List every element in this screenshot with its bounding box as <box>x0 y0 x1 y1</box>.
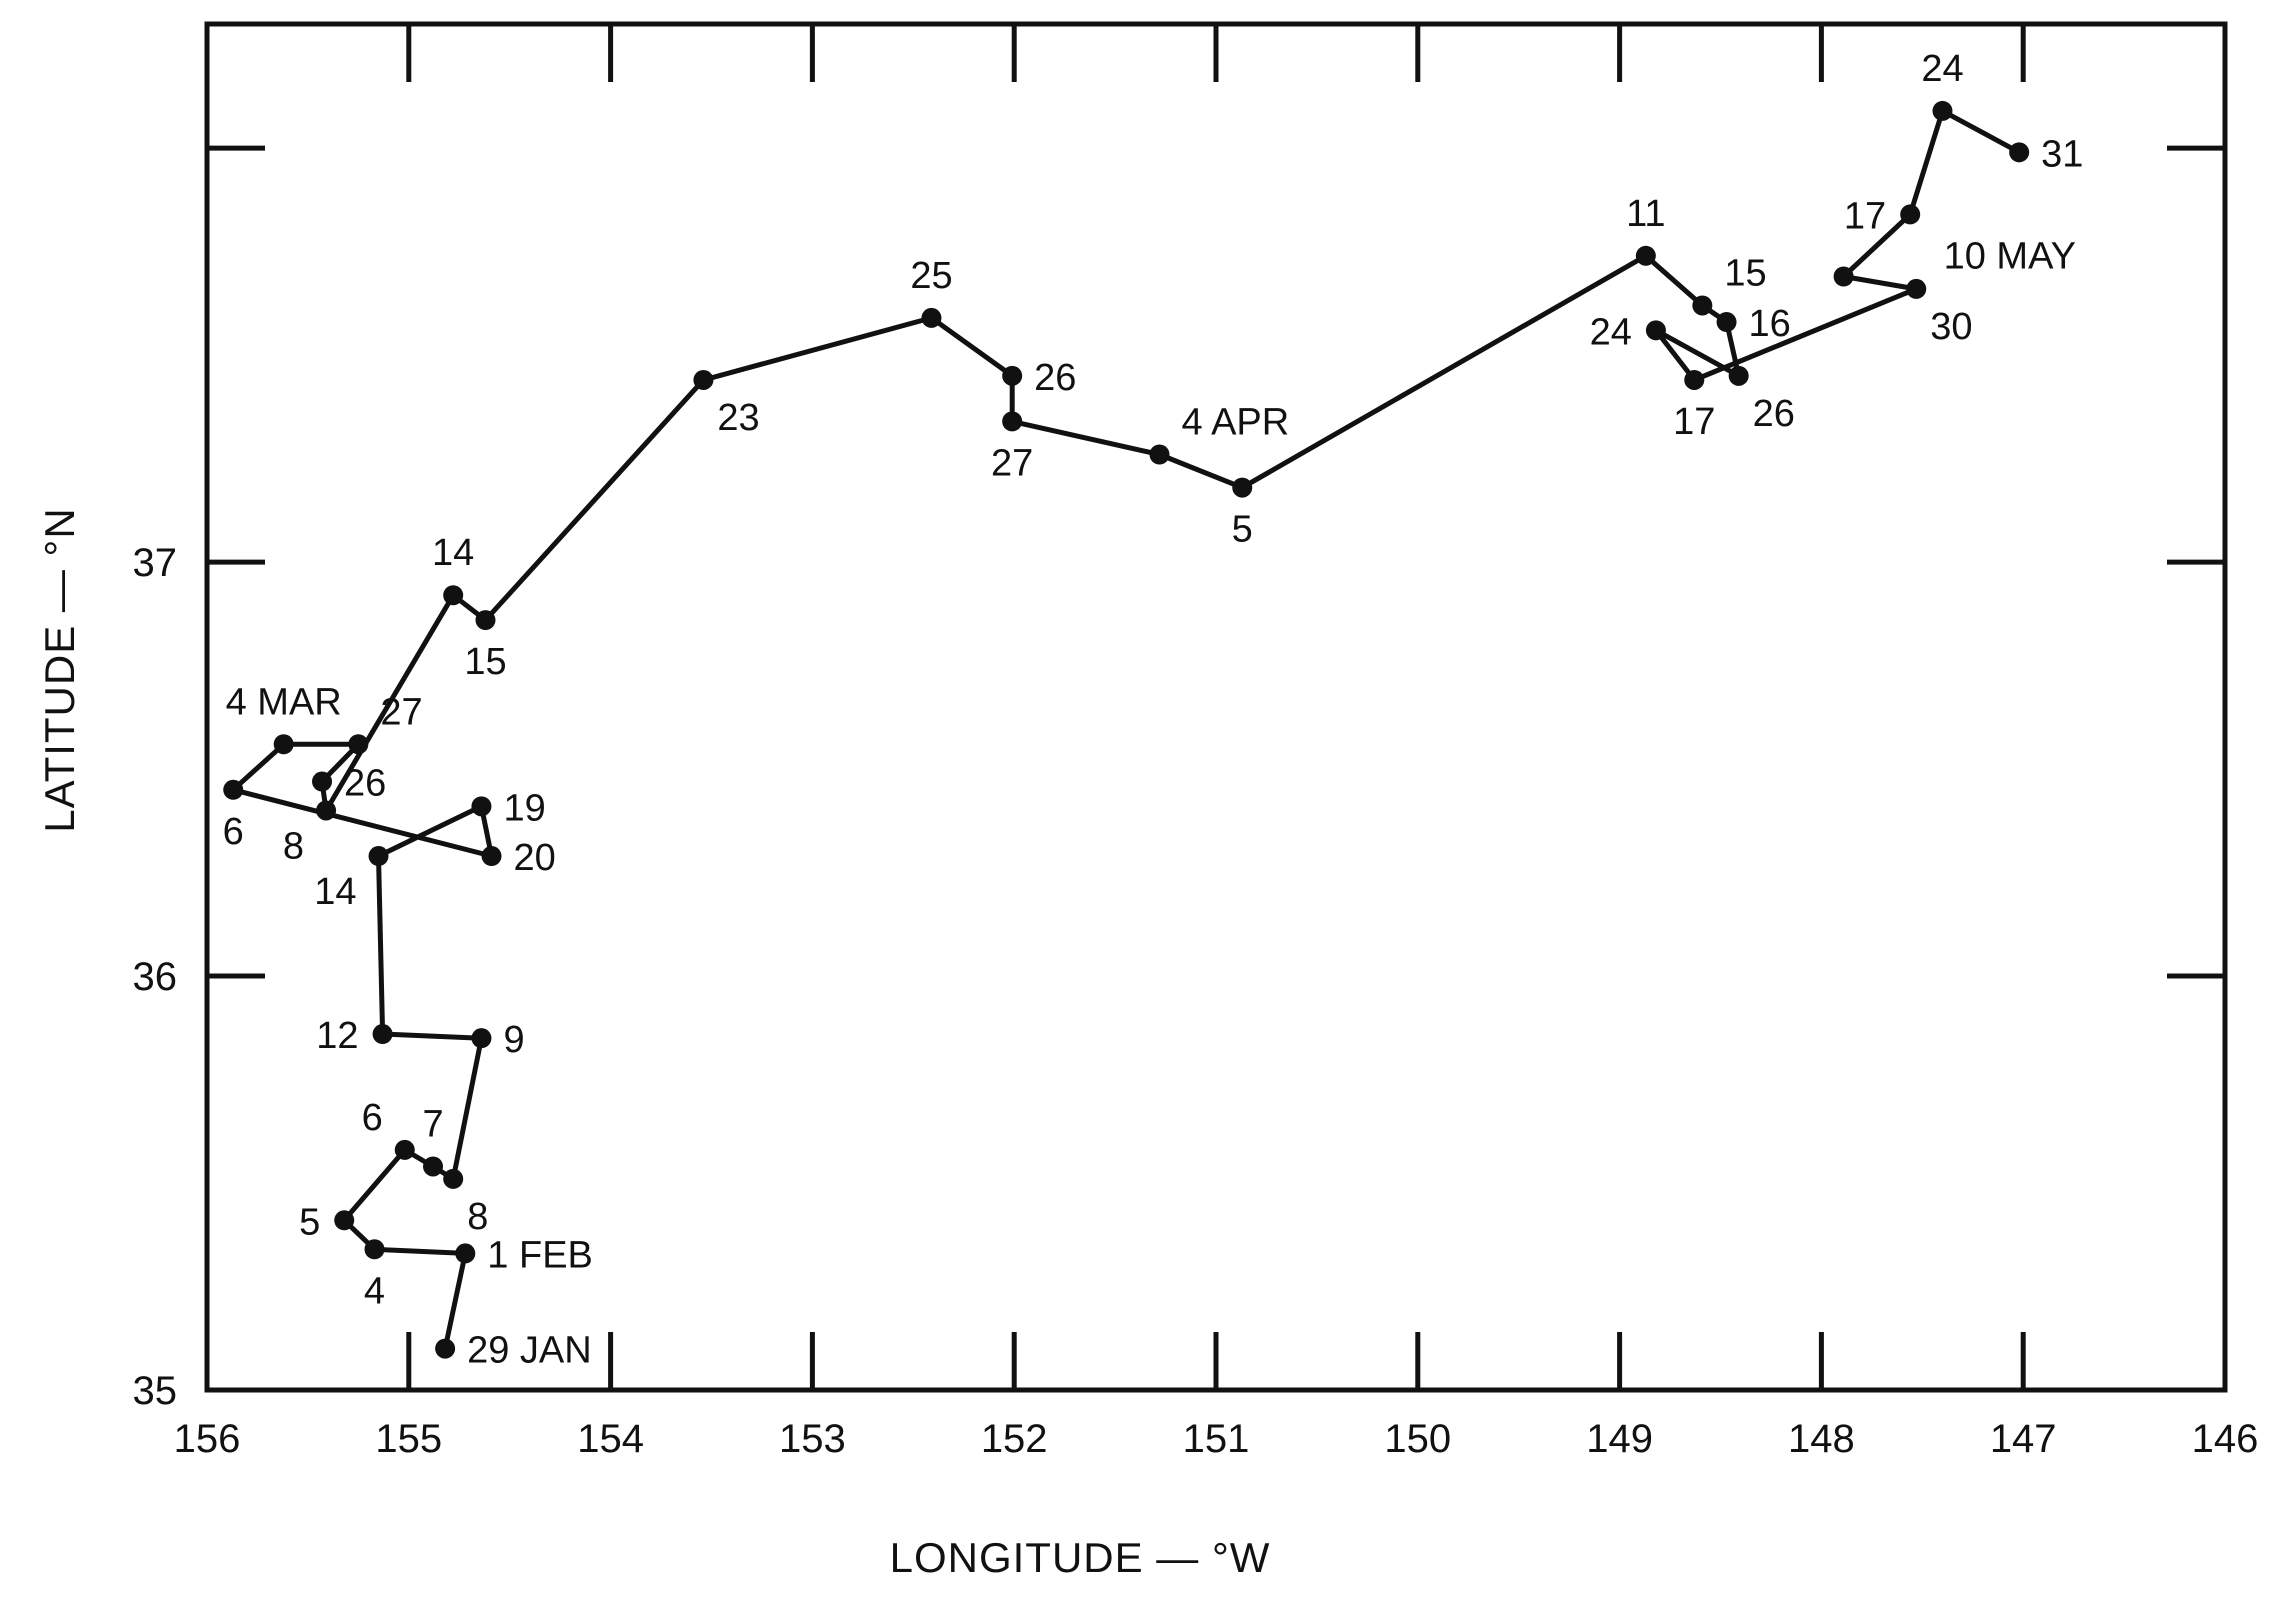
track-point-label: 26 <box>1753 393 1795 435</box>
track-point <box>394 1139 415 1160</box>
track-point-label: 6 <box>362 1097 383 1139</box>
track-point-label: 14 <box>314 871 356 913</box>
track-point-label: 15 <box>1724 252 1766 294</box>
axis-ticks <box>207 24 2225 1390</box>
track-point-label: 24 <box>1921 48 1963 90</box>
track-point-label: 7 <box>422 1103 443 1145</box>
x-tick-label: 150 <box>1384 1417 1451 1461</box>
x-tick-label: 156 <box>174 1417 241 1461</box>
track-point <box>443 1168 464 1189</box>
x-tick-label: 149 <box>1586 1417 1653 1461</box>
track-point <box>1684 369 1705 390</box>
track-point-label: 12 <box>316 1015 358 1057</box>
track-point-label: 31 <box>2041 133 2083 175</box>
track-point-label: 4 <box>364 1270 385 1312</box>
x-tick-label: 151 <box>1183 1417 1250 1461</box>
track-point <box>2009 142 2030 163</box>
track-point-label: 17 <box>1844 195 1886 237</box>
track-point-label: 4 MAR <box>226 681 342 723</box>
track-points <box>223 100 2030 1359</box>
track-point <box>471 796 492 817</box>
x-axis-label: LONGITUDE — °W <box>890 1534 1271 1581</box>
track-point <box>1635 245 1656 266</box>
plot-frame <box>204 21 2228 1393</box>
x-tick-label: 153 <box>779 1417 846 1461</box>
track-point <box>372 1024 393 1045</box>
track-point <box>273 734 294 755</box>
track-point <box>1906 278 1927 299</box>
track-point <box>223 779 244 800</box>
y-tick-label: 36 <box>133 955 178 999</box>
track-point <box>423 1156 444 1177</box>
y-tick-label: 37 <box>133 541 178 585</box>
track-point-label: 24 <box>1590 311 1632 353</box>
track-point-label: 27 <box>991 442 1033 484</box>
track-point <box>1002 411 1023 432</box>
x-tick-label: 148 <box>1788 1417 1855 1461</box>
track-point-label: 14 <box>432 532 474 574</box>
track-point <box>316 800 337 821</box>
track-point-label: 20 <box>514 837 556 879</box>
track-point-label: 29 JAN <box>467 1330 592 1372</box>
x-tick-label: 146 <box>2192 1417 2259 1461</box>
track-point <box>693 369 714 390</box>
track-point-label: 23 <box>717 397 759 439</box>
x-tick-label: 147 <box>1990 1417 2057 1461</box>
track-point-label: 8 <box>467 1196 488 1238</box>
track-point-label: 9 <box>503 1019 524 1061</box>
track-point <box>471 1028 492 1049</box>
track-point-label: 19 <box>503 787 545 829</box>
track-point <box>475 610 496 631</box>
track-point-label: 10 MAY <box>1944 236 2076 278</box>
track-point <box>1716 312 1737 333</box>
track-point <box>334 1210 355 1231</box>
track-point <box>481 846 502 867</box>
track-point-label: 17 <box>1673 401 1715 443</box>
track-point <box>1232 477 1253 498</box>
track-point <box>1932 100 1953 121</box>
track-point-label: 5 <box>299 1201 320 1243</box>
track-point <box>435 1338 456 1359</box>
track-point-label: 26 <box>344 763 386 805</box>
track-point-label: 26 <box>1034 357 1076 399</box>
track-point-label: 4 APR <box>1181 401 1289 443</box>
x-tick-label: 154 <box>577 1417 644 1461</box>
track-point-label: 11 <box>1626 193 1665 235</box>
track-point-label: 15 <box>464 641 506 683</box>
track-point-label: 6 <box>223 811 244 853</box>
track-point <box>443 585 464 606</box>
y-tick-label: 35 <box>133 1369 178 1413</box>
track-point-label: 30 <box>1930 306 1972 348</box>
track-point <box>364 1239 385 1260</box>
track-point <box>1900 204 1921 225</box>
track-point-label: 1 FEB <box>487 1234 593 1276</box>
track-point <box>455 1243 476 1264</box>
track-point-label: 16 <box>1749 303 1791 345</box>
track-point <box>1645 320 1666 341</box>
track-point <box>348 734 369 755</box>
track-point <box>1833 266 1854 287</box>
x-tick-label: 155 <box>375 1417 442 1461</box>
track-point <box>1002 365 1023 386</box>
track-point <box>1692 295 1713 316</box>
y-axis-label: LATITUDE — °N <box>36 507 83 832</box>
track-point <box>1149 444 1170 465</box>
track-point-label: 8 <box>283 825 304 867</box>
drifter-track-line <box>230 108 2021 1350</box>
track-point <box>1728 365 1749 386</box>
track-point <box>921 307 942 328</box>
track-point-label: 25 <box>910 255 952 297</box>
track-point-label: 5 <box>1232 509 1253 551</box>
x-tick-label: 152 <box>981 1417 1048 1461</box>
track-point-label: 27 <box>380 691 422 733</box>
track-point <box>368 846 389 867</box>
track-point <box>312 771 333 792</box>
